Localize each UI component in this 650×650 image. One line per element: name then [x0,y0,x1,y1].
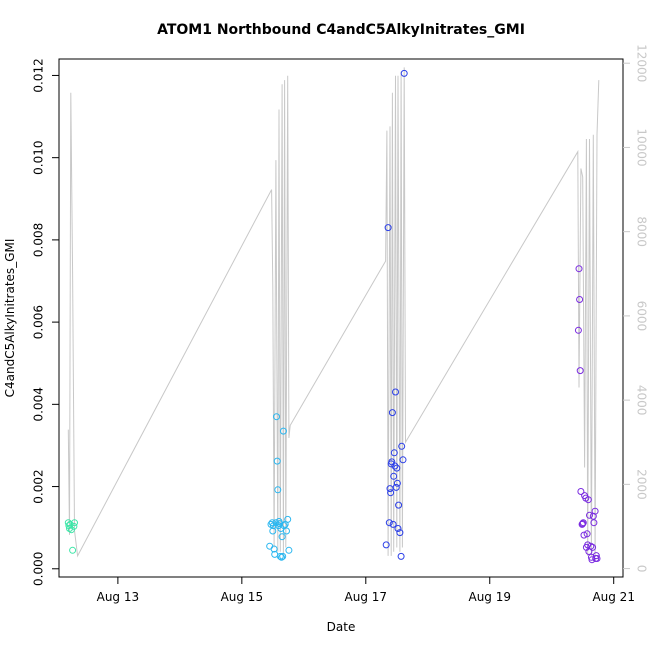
data-point [593,555,601,562]
altitude-line [67,67,600,558]
data-point [66,520,74,528]
data-point [66,525,73,532]
data-point [392,388,399,396]
data-point [590,519,598,527]
data-point [394,525,402,532]
data-point [586,511,593,519]
data-point [583,530,591,538]
data-point [385,519,393,527]
data-point [69,546,77,554]
data-point [577,488,585,495]
data-point [393,479,401,487]
plot-frame [58,58,624,578]
chart-title: ATOM1 Northbound C4andC5AlkyInitrates_GM… [157,22,525,38]
y-tick-label: 0.000 [32,552,46,586]
right-y-tick-label: 10000 [635,128,649,166]
data-point [388,409,396,417]
data-point [70,522,78,530]
data-point [576,296,584,303]
altitude-layer [67,67,600,558]
y-axis-label: C4andC5AlkyInitrates_GMI [3,239,17,398]
data-point [584,496,592,504]
data-point [387,489,395,497]
right-y-tick-label: 8000 [635,216,649,247]
data-point [276,552,284,560]
data-point [397,552,405,560]
y-axis: 0.000 0.002 0.004 0.006 0.008 0.010 0.012 [32,58,59,586]
data-point [396,529,404,537]
data-point [273,457,281,465]
y-tick-label: 0.004 [32,387,46,421]
right-y-tick-label: 12000 [635,44,649,82]
data-point [399,456,407,464]
y-tick-label: 0.006 [32,305,46,339]
data-point [389,520,397,528]
right-y-tick-label: 4000 [635,385,649,416]
data-point [390,449,398,457]
x-axis: Aug 13 Aug 15 Aug 17 Aug 19 Aug 21 [97,577,635,604]
data-point [278,533,286,541]
data-point [279,552,287,560]
right-y-tick-label: 6000 [635,301,649,332]
data-point [270,545,278,553]
y-tick-label: 0.012 [32,58,46,92]
x-tick-label: Aug 21 [592,590,635,604]
data-point [580,531,588,539]
data-point [391,462,399,470]
data-point [393,464,401,472]
data-point [392,483,400,491]
data-point [390,472,398,480]
right-y-tick-label: 0 [635,565,649,573]
data-point [398,442,406,450]
x-tick-label: Aug 13 [97,590,140,604]
data-point [71,519,78,527]
y-tick-label: 0.002 [32,469,46,503]
data-point [574,326,582,334]
data-point [278,553,285,561]
data-point [384,224,392,232]
data-point [400,69,408,77]
data-point [578,520,586,528]
x-axis-label: Date [327,620,356,634]
y-tick-label: 0.008 [32,223,46,257]
points-layer [64,69,601,564]
right-y-tick-label: 2000 [635,469,649,500]
data-point [592,552,600,560]
data-point [382,541,390,549]
data-point [588,556,596,564]
data-point [269,527,277,535]
data-point [274,486,282,494]
data-point [273,413,280,421]
data-point [285,546,293,554]
data-point [279,427,287,435]
data-point [576,367,584,375]
data-point [589,543,597,551]
y-tick-label: 0.010 [32,140,46,174]
data-point [591,507,599,515]
x-tick-label: Aug 19 [468,590,511,604]
data-point [575,265,583,273]
x-tick-label: Aug 15 [221,590,264,604]
x-tick-label: Aug 17 [345,590,388,604]
data-point [587,542,595,550]
data-point [284,515,292,523]
right-y-axis: 0 2000 4000 6000 8000 10000 12000 [623,44,649,572]
data-point [395,501,403,509]
data-point [579,519,587,527]
data-point [283,527,290,535]
